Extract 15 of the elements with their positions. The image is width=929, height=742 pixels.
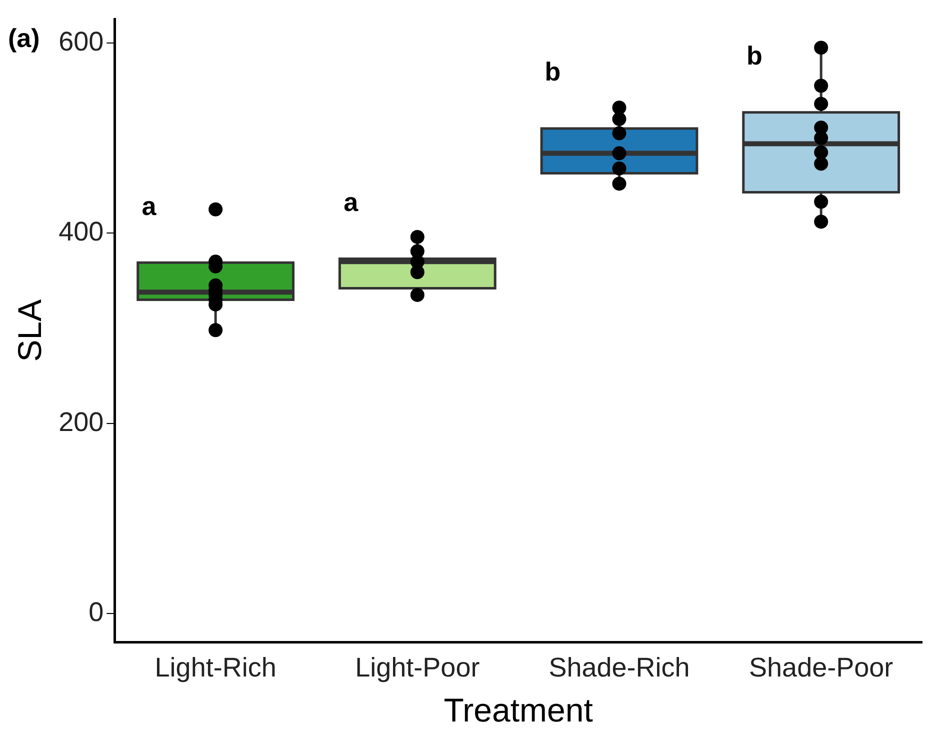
- y-tick-label: 600: [58, 26, 104, 56]
- annotation: a: [142, 190, 157, 221]
- x-tick-label: Light-Poor: [355, 652, 480, 683]
- y-tick-label: 0: [88, 596, 104, 627]
- x-axis-title: Treatment: [444, 691, 593, 728]
- annotation: b: [544, 56, 561, 87]
- text: (a): [8, 23, 40, 54]
- x-tick-label: Shade-Rich: [548, 652, 690, 683]
- x-tick-label: Shade-Poor: [749, 652, 894, 683]
- annotation: b: [746, 40, 762, 71]
- annotation: a: [344, 186, 359, 217]
- y-axis-title: SLA: [10, 299, 48, 362]
- y-tick-label: 400: [58, 216, 104, 247]
- x-tick-label: Light-Rich: [154, 652, 276, 683]
- y-tick-label: 200: [58, 406, 104, 437]
